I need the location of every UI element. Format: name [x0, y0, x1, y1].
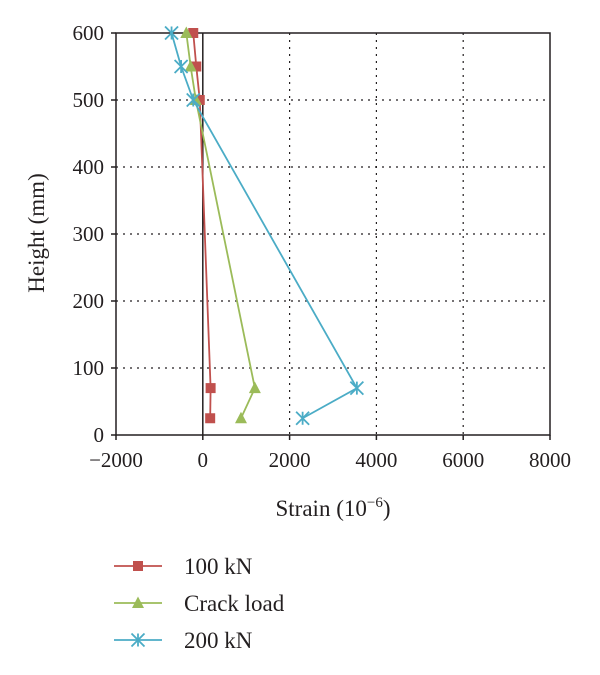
series-line-crack-load [185, 32, 256, 419]
data-point-crack-load [184, 60, 197, 72]
series-crack-load [180, 26, 261, 424]
data-point-200-kn [186, 92, 201, 108]
legend-marker-200-kn [130, 632, 146, 648]
legend-label-200-kn: 200 kN [184, 628, 253, 653]
data-point-100-kn [188, 28, 199, 38]
x-axis-label: Strain (10−6) [276, 495, 391, 521]
tick-labels: −2000 0 2000 4000 6000 8000010020030040050060… [73, 21, 572, 472]
data-series [164, 25, 365, 426]
data-point-crack-load [248, 381, 261, 394]
legend-label-crack-load: Crack load [184, 591, 285, 616]
data-point-100-kn [191, 61, 202, 72]
data-point-crack-load [234, 411, 247, 424]
data-point-100-kn [205, 413, 216, 424]
data-point-100-kn [194, 95, 205, 105]
data-point-200-kn [349, 380, 365, 396]
data-point-100-kn [205, 383, 216, 394]
legend-marker-100-kn [133, 561, 143, 571]
y-tick-label: 500 [73, 88, 105, 112]
data-point-200-kn [164, 25, 179, 41]
y-axis-label: Height (mm) [24, 173, 49, 292]
y-tick-label: 100 [73, 356, 105, 380]
legend-item-crack-load: Crack load [114, 591, 285, 616]
data-point-200-kn [173, 59, 189, 74]
y-tick-label: 300 [73, 222, 105, 246]
x-tick-label: 4000 [355, 448, 397, 472]
legend-label-100-kn: 100 kN [184, 554, 253, 579]
series-100-kn [188, 28, 216, 424]
series-line-100-kn [192, 32, 212, 419]
y-tick-label: 200 [73, 289, 105, 313]
x-tick-label: 8000 [529, 448, 571, 472]
x-tick-label: 6000 [442, 448, 484, 472]
data-point-crack-load [180, 26, 193, 38]
x-tick-label: 2000 [269, 448, 311, 472]
x-tick-label: −2000 [89, 448, 143, 472]
y-tick-label: 0 [94, 423, 105, 447]
legend: 100 kN Crack load 200 kN [114, 554, 285, 653]
data-point-200-kn [295, 411, 310, 426]
x-tick-label: 0 [198, 448, 209, 472]
grid-lines [116, 33, 550, 435]
series-200-kn [164, 25, 365, 426]
legend-item-200-kn: 200 kN [114, 628, 253, 653]
legend-marker-crack-load [132, 596, 144, 608]
legend-item-100-kn: 100 kN [114, 554, 253, 579]
y-tick-label: 600 [73, 21, 105, 45]
y-tick-label: 400 [73, 155, 105, 179]
